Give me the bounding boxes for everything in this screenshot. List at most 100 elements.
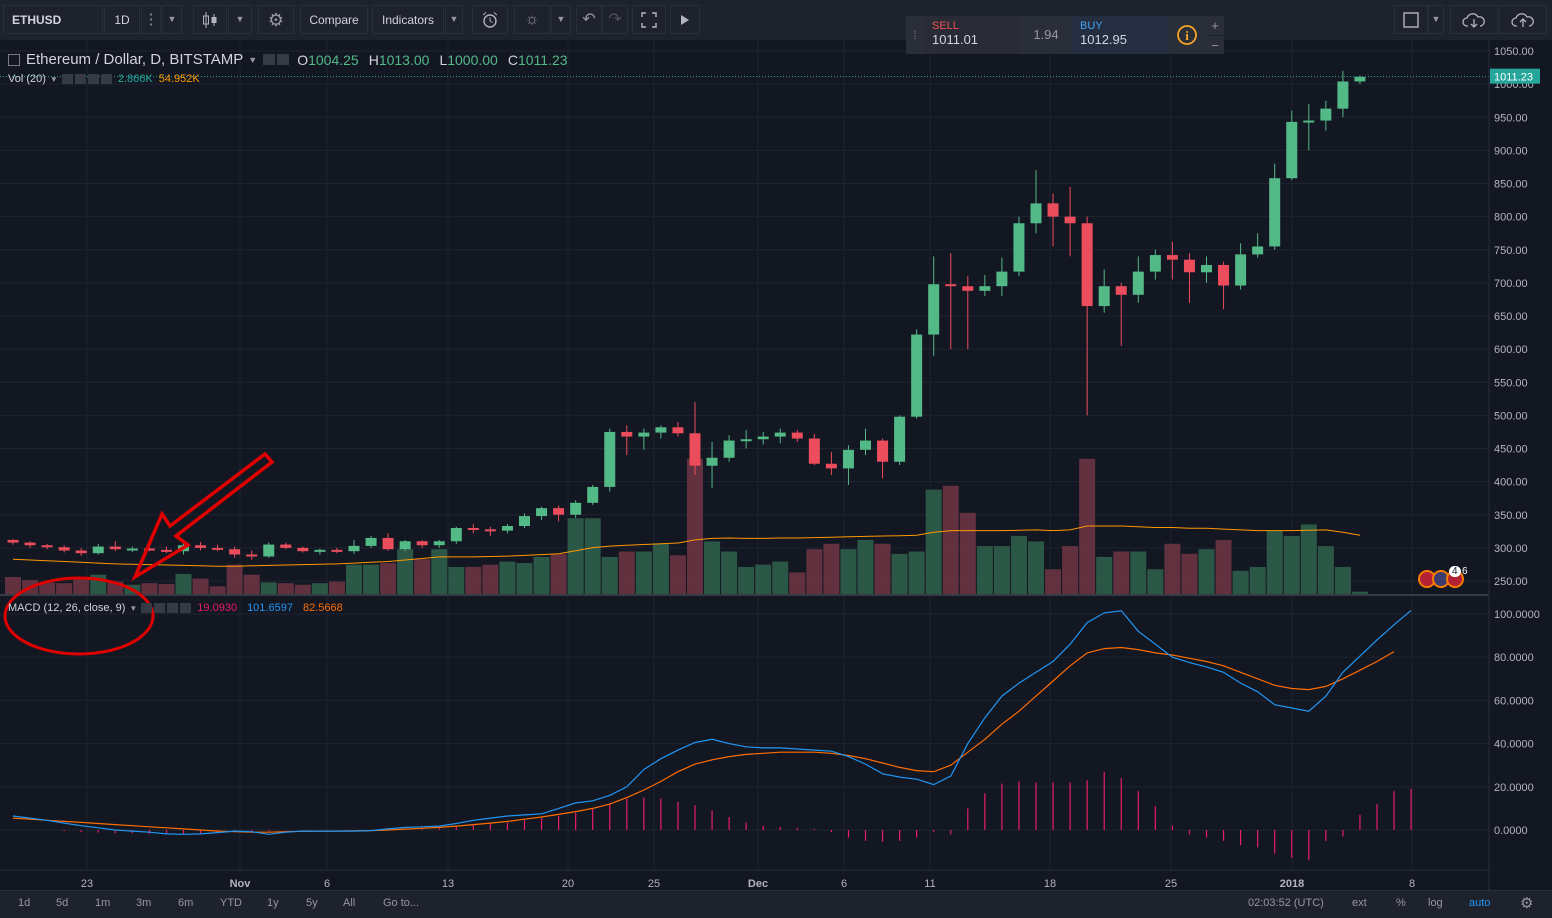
settings-small-icon[interactable]: [154, 603, 166, 613]
extended-hours-toggle[interactable]: ext: [1352, 897, 1367, 909]
candle-body: [860, 440, 871, 450]
volume-legend: Vol (20) ▼ 2.866K 54.952K: [8, 73, 200, 85]
collapse-icon[interactable]: [8, 53, 20, 66]
lightbulb-icon[interactable]: ☼: [514, 5, 550, 34]
candle-body: [382, 537, 394, 550]
volume-bar: [601, 556, 618, 594]
range-5d[interactable]: 5d: [56, 897, 69, 909]
info-icon[interactable]: i: [1168, 16, 1206, 54]
candle-body: [1218, 264, 1230, 286]
close-small-icon[interactable]: [180, 603, 192, 613]
range-1d[interactable]: 1d: [18, 897, 31, 909]
time-axis-label: 13: [442, 878, 454, 890]
percent-scale-toggle[interactable]: %: [1396, 897, 1406, 909]
eye-icon[interactable]: [141, 603, 153, 613]
candles-icon[interactable]: [193, 5, 227, 34]
range-1m[interactable]: 1m: [95, 897, 111, 909]
range-1y[interactable]: 1y: [267, 897, 279, 909]
close-value: 1011.23: [517, 51, 568, 68]
utc-clock[interactable]: 02:03:52 (UTC): [1248, 897, 1324, 909]
candle-body: [75, 550, 87, 554]
alarm-clock-icon[interactable]: [472, 5, 508, 34]
range-5y[interactable]: 5y: [306, 897, 318, 909]
time-axis-label: 8: [1409, 878, 1415, 890]
macd-menu-icon[interactable]: ▼: [129, 603, 138, 613]
layout-dropdown-icon[interactable]: ▼: [1428, 5, 1444, 34]
interval-button[interactable]: 1D: [104, 5, 140, 34]
buy-button[interactable]: BUY 1012.95: [1072, 16, 1168, 54]
close-small-icon[interactable]: [100, 74, 112, 84]
volume-bar: [789, 572, 806, 594]
settings-small-icon[interactable]: [277, 54, 290, 65]
economic-events[interactable]: 4 6: [1418, 566, 1478, 590]
chart-type-dropdown-icon[interactable]: ▼: [228, 5, 252, 34]
candle-body: [536, 508, 548, 517]
plus-small-icon[interactable]: [87, 74, 99, 84]
auto-scale-toggle[interactable]: auto: [1469, 897, 1491, 909]
volume-bar: [874, 543, 891, 594]
sell-button[interactable]: SELL 1011.01: [924, 16, 1020, 54]
candle-body: [365, 537, 377, 546]
gear-icon[interactable]: ⚙: [258, 5, 294, 34]
undo-icon[interactable]: ↶: [576, 5, 602, 34]
quantity-minus-button[interactable]: −: [1211, 38, 1219, 53]
macd-axis-label: 80.0000: [1494, 652, 1534, 664]
range-all[interactable]: All: [343, 897, 356, 909]
price-axis-label: 500.00: [1494, 410, 1528, 422]
quantity-plus-button[interactable]: +: [1206, 16, 1224, 36]
go-to-date-button[interactable]: Go to...: [383, 897, 420, 909]
series-title[interactable]: Ethereum / Dollar, D, BITSTAMP: [26, 51, 244, 68]
chart-canvas[interactable]: 1050.00 1000.00 950.00 900.00 850.00 800.00 75…: [0, 40, 1552, 890]
time-axis-label: Dec: [748, 878, 768, 890]
volume-bar: [192, 578, 209, 594]
macd-axis-label: 20.0000: [1494, 782, 1534, 794]
volume-bar: [823, 543, 840, 594]
redo-icon[interactable]: ↷: [602, 5, 628, 34]
volume-title[interactable]: Vol (20): [8, 73, 46, 85]
log-scale-toggle[interactable]: log: [1428, 897, 1443, 909]
volume-bar: [1010, 536, 1027, 594]
square-icon[interactable]: [1394, 5, 1428, 34]
series-menu-icon[interactable]: ▼: [248, 54, 258, 65]
cloud-upload-icon[interactable]: [1499, 5, 1547, 34]
play-icon[interactable]: [670, 5, 700, 34]
time-axis-label: 6: [841, 878, 847, 890]
time-axis-label: 18: [1044, 878, 1056, 890]
eye-icon[interactable]: [263, 54, 276, 65]
price-axis-label: 550.00: [1494, 377, 1528, 389]
macd-axis-label: 0.0000: [1494, 825, 1528, 837]
volume-bar: [73, 578, 90, 594]
settings-small-icon[interactable]: [74, 74, 86, 84]
vertical-dots-icon[interactable]: ⋮: [141, 5, 161, 34]
eye-icon[interactable]: [61, 74, 73, 84]
plus-small-icon[interactable]: [167, 603, 179, 613]
volume-bar: [857, 539, 874, 594]
cloud-download-icon[interactable]: [1450, 5, 1498, 34]
volume-bar: [755, 564, 772, 594]
indicators-dropdown-icon[interactable]: ▼: [445, 5, 463, 34]
macd-signal-value: 82.5668: [302, 602, 343, 614]
candle-body: [911, 334, 923, 417]
volume-bar: [39, 582, 56, 594]
symbol-search-input[interactable]: ETHUSD: [3, 5, 103, 34]
candle-body: [1320, 108, 1332, 121]
volume-bar: [806, 549, 823, 594]
range-6m[interactable]: 6m: [178, 897, 194, 909]
range-ytd[interactable]: YTD: [220, 897, 242, 909]
volume-menu-icon[interactable]: ▼: [49, 74, 58, 84]
compare-button[interactable]: Compare: [300, 5, 368, 34]
gear-icon[interactable]: ⚙: [1520, 895, 1534, 912]
range-3m[interactable]: 3m: [136, 897, 152, 909]
volume-bar: [1334, 566, 1351, 594]
volume-value: 2.866K: [117, 73, 153, 85]
idea-dropdown-icon[interactable]: ▼: [551, 5, 571, 34]
interval-dropdown-icon[interactable]: ▼: [162, 5, 182, 34]
indicators-button[interactable]: Indicators: [372, 5, 444, 34]
price-axis-label: 300.00: [1494, 543, 1528, 555]
candle-body: [24, 542, 36, 546]
fullscreen-icon[interactable]: [632, 5, 666, 34]
price-legend: Ethereum / Dollar, D, BITSTAMP ▼ O 1004.2…: [8, 51, 568, 68]
drag-handle-icon[interactable]: ⁞: [913, 28, 917, 42]
volume-bar: [260, 582, 277, 594]
macd-title[interactable]: MACD (12, 26, close, 9): [8, 602, 126, 614]
